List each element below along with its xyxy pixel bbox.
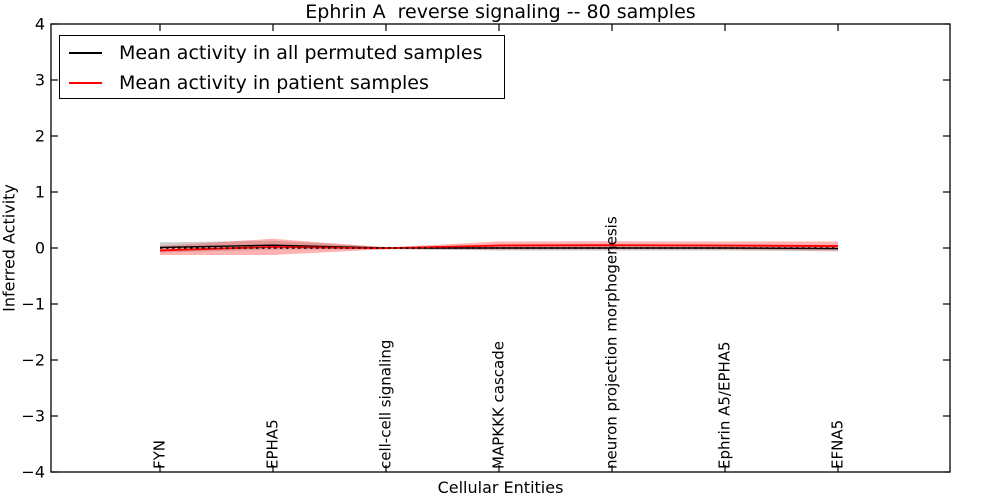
y-tick-label: −1 [21,294,45,314]
legend-label-patient: Mean activity in patient samples [119,72,429,94]
legend-entry-patient: Mean activity in patient samples [60,68,504,98]
y-tick-label: 2 [34,126,45,146]
legend-line-patient-icon [69,82,102,84]
x-tick-label: EFNA5 [828,419,847,469]
mean-line-patient [159,244,839,252]
y-tick-label: −2 [21,350,45,370]
x-tick-label: cell-cell signaling [376,339,395,469]
x-tick-label: FYN [150,439,169,469]
std-band-permuted [160,240,838,253]
y-tick-label: −4 [21,462,45,482]
y-axis-label: Inferred Activity [0,184,19,312]
y-tick-label: 3 [34,70,45,90]
chart-title: Ephrin A reverse signaling -- 80 samples [305,1,696,23]
legend-entry-permuted: Mean activity in all permuted samples [60,38,504,68]
x-tick-label: MAPKKK cascade [489,341,508,469]
std-band-patient [160,238,838,255]
x-tick-label: neuron projection morphogenesis [602,216,621,469]
x-tick-label: Ephrin A5/EPHA5 [715,341,734,469]
y-tick-label: 1 [34,182,45,202]
y-tick-label: 0 [34,238,45,258]
y-tick-label: 4 [34,14,45,34]
legend: Mean activity in all permuted samples Me… [59,35,505,99]
legend-line-permuted-icon [69,52,102,54]
y-tick-label: −3 [21,406,45,426]
legend-label-permuted: Mean activity in all permuted samples [119,42,483,64]
x-tick-label: EPHA5 [263,419,282,469]
x-axis-label: Cellular Entities [437,478,564,497]
